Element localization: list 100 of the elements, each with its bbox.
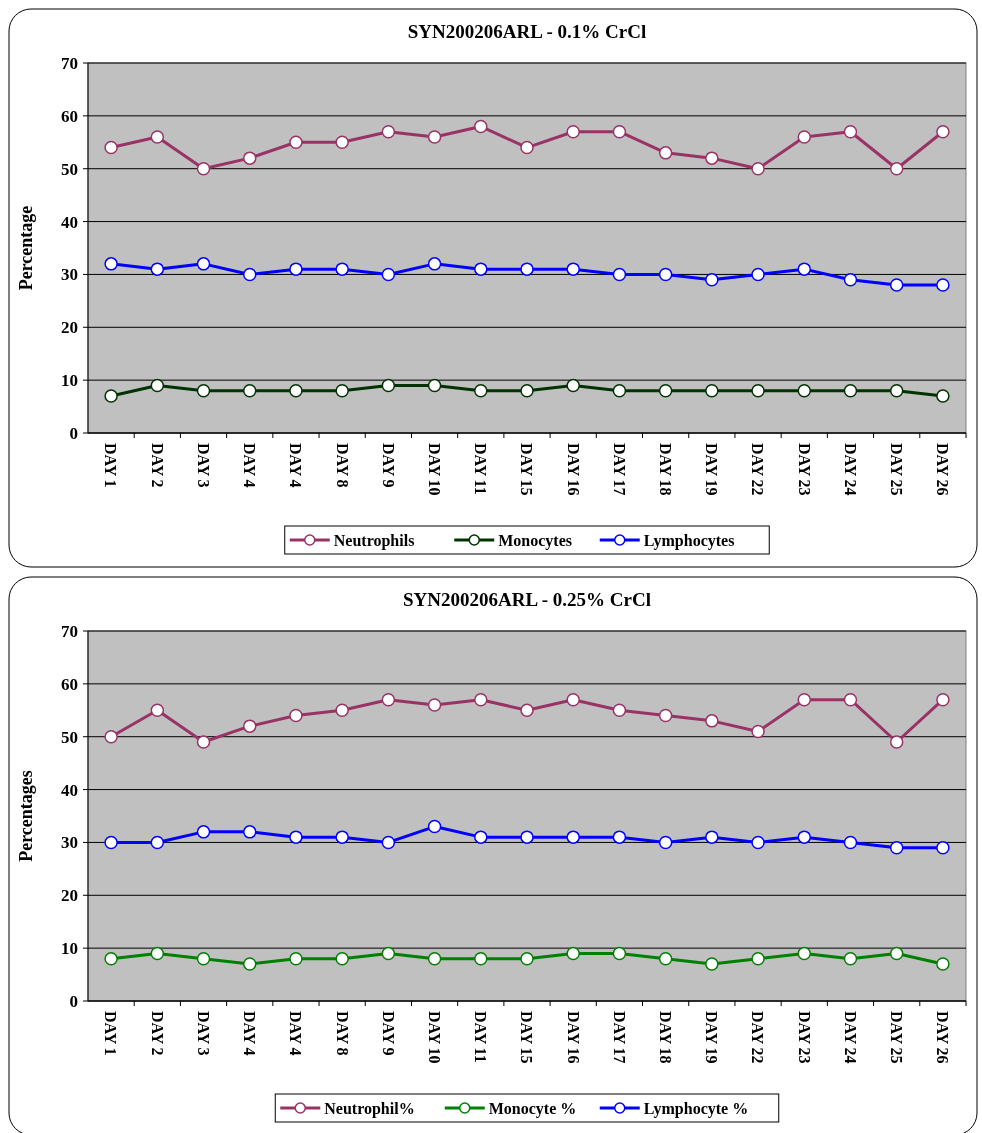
point [751, 951, 765, 966]
point [242, 383, 257, 398]
x-tick-label: DAY 16 [564, 443, 582, 496]
y-axis-title: Percentage [16, 205, 36, 291]
point [936, 389, 950, 403]
point [150, 262, 165, 276]
point [658, 951, 673, 966]
point [335, 135, 349, 150]
x-tick-label: DAY 9 [379, 443, 397, 488]
point [427, 698, 442, 712]
point [474, 119, 488, 134]
point [797, 692, 812, 707]
y-tick-label: 20 [61, 886, 78, 906]
point [196, 257, 211, 271]
chart-title: SYN200206ARL - 0.1% CrCl [407, 21, 647, 42]
legend-label: Neutrophils [333, 531, 415, 550]
point [474, 262, 488, 276]
point [843, 951, 858, 966]
point [843, 692, 858, 707]
point [936, 957, 950, 971]
point [658, 146, 673, 160]
chart-title: SYN200206ARL - 0.25% CrCl [402, 589, 652, 610]
x-tick-label: DAY 26 [934, 1011, 952, 1064]
legend-label: Neutrophil% [324, 1099, 415, 1118]
point [104, 729, 118, 744]
point [196, 161, 211, 176]
point [427, 130, 442, 144]
x-tick-label: DAY 15 [518, 443, 536, 496]
y-tick-label: 0 [69, 423, 78, 443]
x-tick-label: DAY 19 [703, 443, 721, 496]
point [797, 130, 812, 144]
point [150, 835, 165, 850]
point [289, 951, 303, 966]
point [612, 703, 627, 718]
x-tick-label: DAY 8 [333, 1011, 351, 1056]
x-tick-label: DAY 4 [287, 1011, 305, 1056]
y-tick-label: 60 [61, 106, 78, 126]
point [936, 840, 950, 855]
point [751, 724, 765, 739]
point [289, 830, 303, 844]
point [612, 267, 627, 282]
x-tick-label: DAY 23 [795, 443, 813, 496]
point [797, 830, 812, 844]
x-tick-label: DAY 4 [287, 443, 305, 488]
point [381, 124, 396, 139]
point [427, 819, 442, 834]
x-tick-label: DAY 2 [148, 1011, 166, 1056]
point [427, 257, 442, 271]
point [797, 262, 812, 276]
y-tick-label: 70 [61, 53, 78, 73]
x-tick-label: DAY 23 [795, 1011, 813, 1064]
point [104, 951, 118, 966]
point [936, 692, 950, 707]
point [196, 951, 211, 966]
point [427, 378, 442, 393]
y-tick-label: 60 [61, 674, 78, 694]
x-tick-label: DAY 25 [888, 443, 906, 496]
point [474, 951, 488, 966]
y-tick-label: 40 [61, 212, 78, 232]
point [705, 830, 719, 844]
x-tick-label: DAY 2 [148, 443, 166, 488]
x-tick-label: DAY 25 [888, 1011, 906, 1064]
point [289, 262, 303, 276]
point [843, 383, 858, 398]
point [751, 161, 765, 176]
point [242, 719, 257, 733]
y-tick-label: 40 [61, 780, 78, 800]
point [335, 703, 349, 718]
point [658, 267, 673, 282]
point [474, 383, 488, 398]
point [566, 830, 580, 844]
x-tick-label: DAY 17 [610, 443, 628, 496]
point [751, 835, 765, 850]
point [889, 946, 904, 961]
x-tick-label: DAY 16 [564, 1011, 582, 1064]
point [751, 267, 765, 282]
x-tick-label: DAY 1 [102, 443, 120, 488]
point [104, 140, 118, 155]
point [658, 708, 673, 723]
point [289, 135, 303, 150]
point [196, 825, 211, 839]
point [889, 735, 904, 749]
y-axis-title: Percentages [16, 770, 36, 862]
point [843, 124, 858, 139]
point [242, 957, 257, 971]
point [705, 957, 719, 971]
point [566, 692, 580, 707]
y-tick-label: 30 [61, 265, 78, 285]
point [566, 946, 580, 961]
point [520, 383, 534, 398]
y-tick-label: 50 [61, 159, 78, 179]
x-tick-label: DAY 11 [472, 443, 490, 495]
x-tick-label: DAY 17 [610, 1011, 628, 1064]
legend-label: Lymphocytes [643, 531, 735, 550]
point [104, 257, 118, 271]
point [289, 708, 303, 723]
point [566, 262, 580, 276]
x-tick-label: DAY 15 [518, 1011, 536, 1064]
x-tick-label: DAY 3 [194, 443, 212, 488]
point [242, 825, 257, 839]
